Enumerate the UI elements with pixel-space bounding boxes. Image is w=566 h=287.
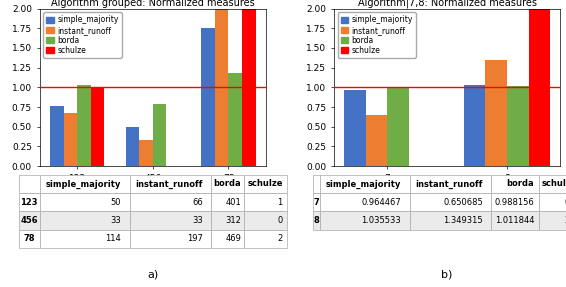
Bar: [242, 9, 256, 166]
Bar: [529, 9, 550, 166]
Bar: [215, 9, 229, 166]
Bar: [153, 104, 166, 166]
Bar: [507, 86, 529, 166]
Bar: [229, 73, 242, 166]
Legend: simple_majority, instant_runoff, borda, schulze: simple_majority, instant_runoff, borda, …: [338, 12, 416, 58]
Bar: [387, 88, 409, 166]
Bar: [486, 60, 507, 166]
Bar: [50, 106, 63, 166]
Legend: simple_majority, instant_runoff, borda, schulze: simple_majority, instant_runoff, borda, …: [44, 12, 122, 58]
Bar: [201, 28, 215, 166]
Bar: [77, 85, 91, 166]
Bar: [366, 115, 387, 166]
Bar: [139, 140, 153, 166]
Title: Algorithm|7,8: Normalized measures: Algorithm|7,8: Normalized measures: [358, 0, 537, 8]
Text: a): a): [147, 270, 158, 280]
Bar: [91, 87, 104, 166]
Title: Algorithm grouped: Normalized measures: Algorithm grouped: Normalized measures: [51, 0, 255, 8]
Bar: [464, 85, 486, 166]
Bar: [63, 113, 77, 166]
Bar: [126, 127, 139, 166]
Bar: [344, 90, 366, 166]
Text: b): b): [441, 270, 453, 280]
